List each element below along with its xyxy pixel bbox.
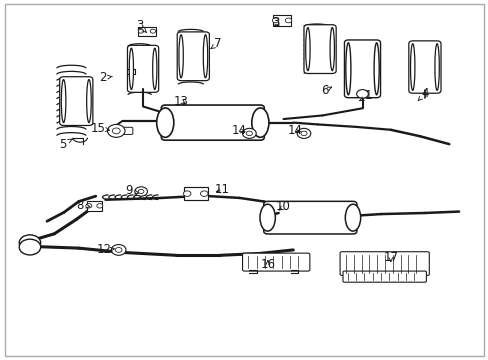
Text: 6: 6 [321, 84, 331, 97]
Circle shape [138, 189, 143, 194]
Ellipse shape [179, 35, 183, 78]
FancyBboxPatch shape [304, 25, 335, 73]
Text: 12: 12 [97, 243, 115, 256]
FancyBboxPatch shape [242, 253, 309, 271]
Circle shape [242, 129, 256, 138]
Circle shape [115, 248, 122, 252]
Ellipse shape [305, 28, 309, 71]
Circle shape [272, 18, 278, 23]
FancyBboxPatch shape [339, 252, 428, 275]
Ellipse shape [152, 48, 157, 89]
FancyBboxPatch shape [60, 77, 93, 126]
Circle shape [200, 191, 207, 197]
Text: 14: 14 [286, 124, 302, 137]
FancyBboxPatch shape [263, 201, 356, 234]
Circle shape [300, 131, 306, 136]
FancyBboxPatch shape [408, 41, 440, 93]
Circle shape [86, 204, 92, 208]
Circle shape [285, 18, 291, 23]
Ellipse shape [156, 108, 173, 137]
Text: 8: 8 [76, 199, 90, 212]
Text: 4: 4 [417, 87, 428, 100]
Ellipse shape [434, 44, 438, 90]
Text: 13: 13 [173, 95, 188, 108]
FancyBboxPatch shape [342, 271, 426, 282]
Circle shape [97, 204, 102, 208]
Ellipse shape [251, 108, 268, 137]
Bar [272, 15, 291, 26]
Text: 15: 15 [91, 122, 109, 135]
Bar [138, 27, 155, 36]
FancyBboxPatch shape [127, 45, 158, 92]
Ellipse shape [203, 35, 207, 78]
Circle shape [356, 90, 367, 98]
Text: 3: 3 [136, 19, 146, 32]
Circle shape [19, 235, 41, 251]
FancyBboxPatch shape [161, 105, 264, 140]
Circle shape [135, 187, 147, 196]
Text: 10: 10 [276, 201, 290, 213]
Text: 1: 1 [359, 89, 372, 102]
Ellipse shape [345, 43, 350, 95]
Ellipse shape [260, 204, 275, 231]
Text: 16: 16 [260, 258, 275, 271]
Circle shape [112, 128, 120, 134]
FancyBboxPatch shape [344, 40, 380, 98]
Ellipse shape [61, 80, 66, 123]
Circle shape [183, 191, 191, 197]
Circle shape [297, 129, 310, 138]
Ellipse shape [345, 204, 360, 231]
Circle shape [246, 131, 252, 136]
Circle shape [150, 29, 155, 33]
Text: 7: 7 [210, 37, 221, 50]
Text: 5: 5 [60, 138, 72, 150]
Text: 11: 11 [215, 183, 229, 196]
Bar [183, 187, 207, 200]
Text: 17: 17 [383, 251, 397, 264]
Circle shape [19, 239, 41, 255]
Bar [86, 201, 102, 211]
Text: 3: 3 [272, 16, 279, 29]
Text: 9: 9 [125, 184, 139, 197]
Ellipse shape [410, 44, 414, 90]
Ellipse shape [329, 28, 334, 71]
Ellipse shape [129, 48, 133, 89]
Ellipse shape [373, 43, 378, 95]
FancyBboxPatch shape [118, 127, 133, 134]
Circle shape [107, 125, 125, 137]
Text: 14: 14 [232, 124, 246, 137]
Circle shape [138, 29, 143, 33]
Text: 2: 2 [99, 71, 112, 84]
Ellipse shape [86, 80, 91, 123]
FancyBboxPatch shape [177, 32, 209, 81]
Circle shape [111, 244, 126, 255]
